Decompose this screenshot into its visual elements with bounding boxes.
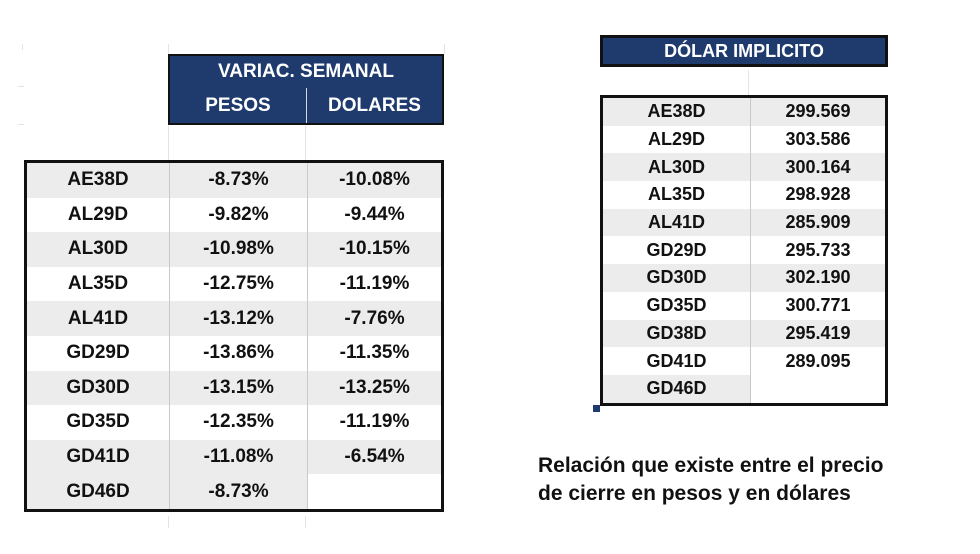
value-cell: 300.771 — [750, 291, 887, 320]
value-cell: 295.733 — [750, 236, 887, 265]
table-row: AL35D 298.928 — [601, 181, 887, 209]
column-header-dolares: DOLARES — [307, 88, 442, 123]
ticker-cell: GD35D — [25, 405, 170, 440]
value-cell: 300.164 — [750, 153, 887, 182]
grid-mark — [18, 124, 24, 125]
ticker-cell: AL35D — [601, 181, 751, 209]
ticker-cell: AE38D — [25, 161, 170, 198]
pesos-cell: -11.08% — [169, 439, 308, 475]
table-row: AL29D 303.586 — [601, 125, 887, 154]
table-row: AL41D 285.909 — [601, 208, 887, 237]
table-row: AE38D 299.569 — [601, 96, 887, 126]
table-row: GD30D 302.190 — [601, 264, 887, 292]
dolares-cell — [307, 474, 443, 511]
dolares-cell: -13.25% — [307, 370, 443, 406]
dolares-cell: -7.76% — [307, 301, 443, 336]
table-row: GD35D -12.35% -11.19% — [25, 405, 443, 440]
pesos-cell: -8.73% — [169, 161, 308, 198]
dolar-implicito-table: AE38D 299.569 AL29D 303.586 AL30D 300.16… — [600, 95, 888, 406]
ticker-cell: AL29D — [25, 197, 170, 233]
variacion-title: VARIAC. SEMANAL — [168, 54, 444, 89]
variacion-table: AE38D -8.73% -10.08% AL29D -9.82% -9.44%… — [24, 160, 444, 512]
ticker-cell: GD46D — [601, 374, 751, 405]
dolares-cell: -6.54% — [307, 439, 443, 475]
ticker-cell: AL30D — [25, 232, 170, 267]
grid-mark — [168, 126, 169, 160]
caption-line-1: Relación que existe entre el precio — [538, 454, 884, 477]
ticker-cell: GD29D — [601, 236, 751, 265]
dolares-cell: -10.15% — [307, 232, 443, 267]
table-row: GD46D -8.73% — [25, 474, 443, 511]
pesos-cell: -13.15% — [169, 370, 308, 406]
table-row: GD41D 289.095 — [601, 347, 887, 375]
value-cell: 295.419 — [750, 319, 887, 348]
table-row: GD29D -13.86% -11.35% — [25, 335, 443, 371]
ticker-cell: GD46D — [25, 474, 170, 511]
table-row: AL35D -12.75% -11.19% — [25, 266, 443, 302]
ticker-cell: AL30D — [601, 153, 751, 182]
table-row: AL30D 300.164 — [601, 153, 887, 182]
value-cell: 299.569 — [750, 96, 887, 126]
dolares-cell: -11.19% — [307, 405, 443, 440]
grid-mark — [305, 516, 306, 528]
ticker-cell: AL41D — [601, 208, 751, 237]
ticker-cell: GD41D — [601, 347, 751, 375]
table-row: AE38D -8.73% -10.08% — [25, 161, 443, 198]
variacion-column-headers: PESOS DOLARES — [168, 88, 444, 125]
ticker-cell: GD30D — [601, 264, 751, 292]
table-row: AL29D -9.82% -9.44% — [25, 197, 443, 233]
table-row: GD41D -11.08% -6.54% — [25, 439, 443, 475]
grid-mark — [748, 70, 749, 95]
grid-mark — [18, 86, 24, 87]
ticker-cell: AE38D — [601, 96, 751, 126]
pesos-cell: -9.82% — [169, 197, 308, 233]
pesos-cell: -12.35% — [169, 405, 308, 440]
grid-mark — [168, 44, 169, 54]
table-row: GD46D — [601, 374, 887, 405]
ticker-cell: GD30D — [25, 370, 170, 406]
ticker-cell: GD41D — [25, 439, 170, 475]
pesos-cell: -13.12% — [169, 301, 308, 336]
dolares-cell: -11.19% — [307, 266, 443, 302]
caption: Relación que existe entre el precio de c… — [538, 452, 968, 508]
table-row: GD38D 295.419 — [601, 319, 887, 348]
ticker-cell: AL29D — [601, 125, 751, 154]
table-row: GD30D -13.15% -13.25% — [25, 370, 443, 406]
ticker-cell: AL35D — [25, 266, 170, 302]
grid-mark — [168, 516, 169, 528]
caption-line-2: de cierre en pesos y en dólares — [538, 482, 851, 505]
grid-mark — [444, 44, 445, 54]
ticker-cell: GD38D — [601, 319, 751, 348]
dolares-cell: -11.35% — [307, 335, 443, 371]
value-cell: 302.190 — [750, 264, 887, 292]
dolar-implicito-title: DÓLAR IMPLICITO — [600, 35, 888, 67]
value-cell: 303.586 — [750, 125, 887, 154]
table-row: GD35D 300.771 — [601, 291, 887, 320]
table-row: AL41D -13.12% -7.76% — [25, 301, 443, 336]
pesos-cell: -12.75% — [169, 266, 308, 302]
pesos-cell: -13.86% — [169, 335, 308, 371]
column-header-pesos: PESOS — [170, 88, 307, 123]
grid-mark — [305, 126, 306, 160]
pesos-cell: -10.98% — [169, 232, 308, 267]
dolares-cell: -9.44% — [307, 197, 443, 233]
pesos-cell: -8.73% — [169, 474, 308, 511]
table-row: GD29D 295.733 — [601, 236, 887, 265]
ticker-cell: GD35D — [601, 291, 751, 320]
value-cell: 298.928 — [750, 181, 887, 209]
value-cell: 289.095 — [750, 347, 887, 375]
value-cell — [750, 374, 887, 405]
grid-mark — [22, 44, 23, 50]
ticker-cell: GD29D — [25, 335, 170, 371]
dolares-cell: -10.08% — [307, 161, 443, 198]
value-cell: 285.909 — [750, 208, 887, 237]
cell-selection-marker — [593, 405, 600, 412]
ticker-cell: AL41D — [25, 301, 170, 336]
table-row: AL30D -10.98% -10.15% — [25, 232, 443, 267]
